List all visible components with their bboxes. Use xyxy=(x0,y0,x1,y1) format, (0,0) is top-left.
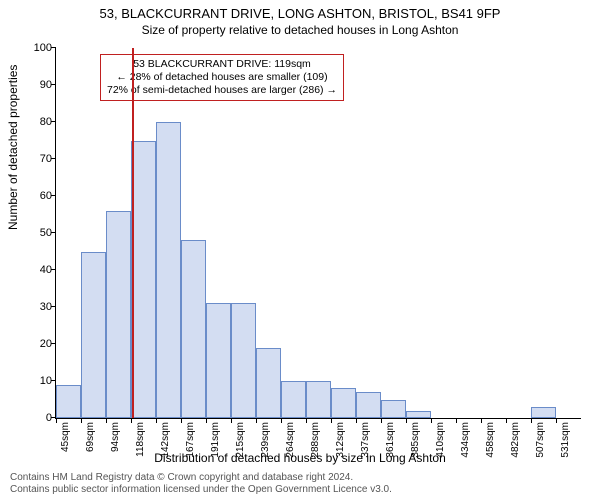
histogram-bar xyxy=(306,381,331,418)
histogram-bar xyxy=(106,211,131,418)
x-tick-mark xyxy=(181,418,182,423)
histogram-bar xyxy=(181,240,206,418)
histogram-bar xyxy=(156,122,181,418)
annotation-line-3: 72% of semi-detached houses are larger (… xyxy=(107,84,337,97)
histogram-bar xyxy=(56,385,81,418)
annotation-box: 53 BLACKCURRANT DRIVE: 119sqm ← 28% of d… xyxy=(100,54,344,101)
x-tick-mark xyxy=(431,418,432,423)
marker-line xyxy=(132,48,134,418)
y-tick-label: 80 xyxy=(40,116,52,128)
x-tick-mark xyxy=(481,418,482,423)
credits-line-2: Contains public sector information licen… xyxy=(10,484,392,496)
x-tick-mark xyxy=(156,418,157,423)
y-tick-label: 40 xyxy=(40,264,52,276)
y-tick-label: 50 xyxy=(40,227,52,239)
histogram-bar xyxy=(256,348,281,418)
y-tick-mark xyxy=(51,306,56,307)
histogram-bar xyxy=(406,411,431,418)
x-tick-label: 69sqm xyxy=(85,422,96,452)
chart-title-sub: Size of property relative to detached ho… xyxy=(0,21,600,37)
y-tick-label: 0 xyxy=(46,412,52,424)
y-tick-label: 10 xyxy=(40,375,52,387)
y-tick-mark xyxy=(51,195,56,196)
x-tick-mark xyxy=(406,418,407,423)
x-tick-label: 45sqm xyxy=(60,422,71,452)
y-tick-mark xyxy=(51,47,56,48)
x-tick-mark xyxy=(56,418,57,423)
y-tick-label: 20 xyxy=(40,338,52,350)
y-tick-label: 70 xyxy=(40,153,52,165)
histogram-bar xyxy=(331,388,356,418)
x-tick-mark xyxy=(381,418,382,423)
y-tick-label: 100 xyxy=(34,42,52,54)
histogram-bar xyxy=(531,407,556,418)
x-tick-mark xyxy=(281,418,282,423)
chart-title-main: 53, BLACKCURRANT DRIVE, LONG ASHTON, BRI… xyxy=(0,0,600,21)
x-tick-label: 94sqm xyxy=(110,422,121,452)
x-tick-mark xyxy=(331,418,332,423)
y-axis-label: Number of detached properties xyxy=(6,65,20,230)
chart-container: 53, BLACKCURRANT DRIVE, LONG ASHTON, BRI… xyxy=(0,0,600,500)
credits: Contains HM Land Registry data © Crown c… xyxy=(10,472,392,496)
histogram-bar xyxy=(231,303,256,418)
y-tick-mark xyxy=(51,269,56,270)
x-tick-mark xyxy=(131,418,132,423)
x-tick-mark xyxy=(106,418,107,423)
x-tick-mark xyxy=(456,418,457,423)
histogram-bar xyxy=(206,303,231,418)
plot-area: 53 BLACKCURRANT DRIVE: 119sqm ← 28% of d… xyxy=(55,48,581,419)
x-axis-label: Distribution of detached houses by size … xyxy=(0,451,600,465)
histogram-bar xyxy=(281,381,306,418)
x-tick-mark xyxy=(256,418,257,423)
annotation-line-1: 53 BLACKCURRANT DRIVE: 119sqm xyxy=(107,58,337,71)
histogram-bar xyxy=(81,252,106,419)
histogram-bar xyxy=(131,141,156,419)
x-tick-mark xyxy=(506,418,507,423)
y-tick-mark xyxy=(51,84,56,85)
y-tick-mark xyxy=(51,121,56,122)
x-tick-mark xyxy=(356,418,357,423)
credits-line-1: Contains HM Land Registry data © Crown c… xyxy=(10,472,392,484)
x-tick-mark xyxy=(206,418,207,423)
y-tick-mark xyxy=(51,158,56,159)
x-tick-mark xyxy=(231,418,232,423)
annotation-line-2: ← 28% of detached houses are smaller (10… xyxy=(107,71,337,84)
x-tick-mark xyxy=(81,418,82,423)
y-tick-mark xyxy=(51,380,56,381)
y-tick-mark xyxy=(51,232,56,233)
y-tick-label: 90 xyxy=(40,79,52,91)
histogram-bar xyxy=(356,392,381,418)
y-tick-label: 30 xyxy=(40,301,52,313)
y-tick-label: 60 xyxy=(40,190,52,202)
x-tick-mark xyxy=(556,418,557,423)
x-tick-mark xyxy=(306,418,307,423)
histogram-bar xyxy=(381,400,406,419)
x-tick-mark xyxy=(531,418,532,423)
y-tick-mark xyxy=(51,343,56,344)
